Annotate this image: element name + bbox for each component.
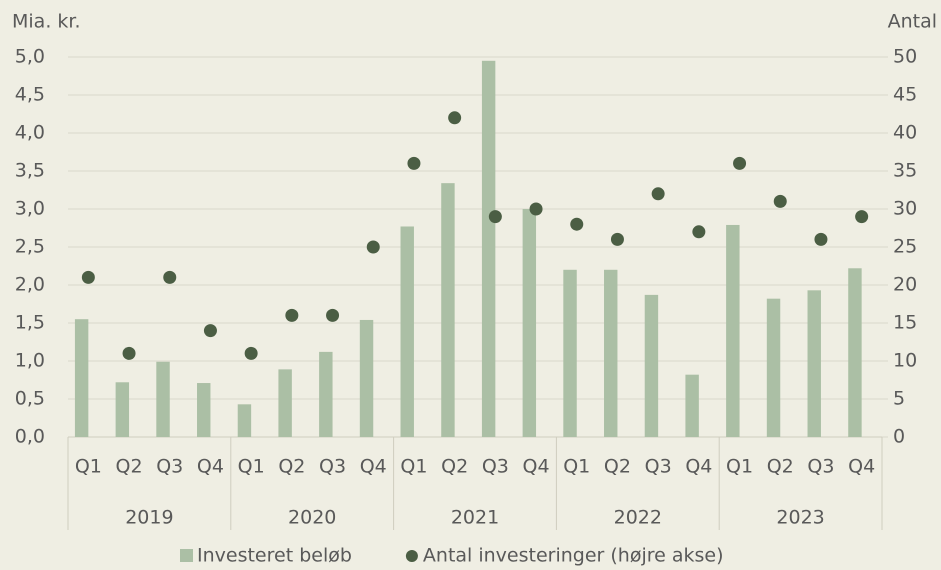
dot <box>448 111 462 125</box>
bar <box>522 209 537 437</box>
bar <box>400 226 414 437</box>
x-tick-label: Q3 <box>807 456 834 478</box>
x-tick-label: Q3 <box>319 456 346 478</box>
x-tick-label: Q4 <box>848 456 875 478</box>
bar <box>644 294 659 437</box>
bar <box>74 319 89 437</box>
bar <box>848 268 862 437</box>
dot <box>326 308 340 322</box>
dot <box>814 232 828 246</box>
y2-tick-label: 20 <box>893 274 917 296</box>
dot <box>529 202 543 216</box>
group-label: 2022 <box>614 507 662 529</box>
dot <box>855 210 869 224</box>
y-tick-label: 0,5 <box>15 388 45 410</box>
legend-label: Investeret beløb <box>197 545 352 567</box>
x-tick-label: Q1 <box>238 456 265 478</box>
bar <box>766 298 781 437</box>
dot <box>651 187 665 201</box>
y2-tick-label: 25 <box>893 236 917 258</box>
dot <box>244 346 258 360</box>
dot <box>610 232 624 246</box>
y-tick-label: 0,0 <box>15 426 45 448</box>
y-tick-label: 3,5 <box>15 160 45 182</box>
bar <box>807 290 821 437</box>
x-tick-label: Q1 <box>75 456 102 478</box>
dot <box>285 308 299 322</box>
bar <box>441 183 455 437</box>
y2-tick-label: 5 <box>893 388 905 410</box>
y2-tick-label: 40 <box>893 122 917 144</box>
y2-tick-label: 10 <box>893 350 917 372</box>
group-label: 2020 <box>288 507 336 529</box>
bar <box>278 369 292 437</box>
y-axis-title: Mia. kr. <box>12 11 81 33</box>
x-tick-label: Q4 <box>523 456 550 478</box>
bar <box>156 361 170 437</box>
group-label: 2019 <box>125 507 173 529</box>
y2-tick-label: 50 <box>893 46 917 68</box>
y2-tick-label: 15 <box>893 312 917 334</box>
y-tick-label: 1,0 <box>15 350 45 372</box>
dot <box>773 194 787 208</box>
legend-swatch <box>180 549 193 562</box>
x-tick-label: Q2 <box>767 456 794 478</box>
dot <box>407 156 421 170</box>
dot <box>366 240 380 254</box>
x-tick-label: Q1 <box>726 456 753 478</box>
group-label: 2023 <box>776 507 824 529</box>
x-tick-label: Q1 <box>563 456 590 478</box>
x-tick-label: Q4 <box>360 456 387 478</box>
y-tick-label: 1,5 <box>15 312 45 334</box>
y-tick-label: 3,0 <box>15 198 45 220</box>
y-tick-label: 2,5 <box>15 236 45 258</box>
x-tick-label: Q4 <box>685 456 712 478</box>
dot <box>163 270 177 284</box>
x-tick-label: Q2 <box>441 456 468 478</box>
dot <box>203 324 217 338</box>
bar <box>197 383 211 437</box>
bar <box>604 269 618 437</box>
y-tick-label: 4,0 <box>15 122 45 144</box>
y-tick-label: 5,0 <box>15 46 45 68</box>
legend-swatch <box>405 550 418 562</box>
x-tick-label: Q3 <box>645 456 672 478</box>
bar <box>115 382 130 437</box>
bar <box>685 374 699 437</box>
dot <box>488 210 502 224</box>
dot <box>122 346 136 360</box>
dot <box>692 225 706 239</box>
y2-tick-label: 0 <box>893 426 905 448</box>
dot <box>733 156 747 170</box>
y-tick-label: 4,5 <box>15 84 45 106</box>
legend-label: Antal investeringer (højre akse) <box>423 545 724 567</box>
x-tick-label: Q4 <box>197 456 224 478</box>
y2-tick-label: 35 <box>893 160 917 182</box>
y2-tick-label: 45 <box>893 84 917 106</box>
x-tick-label: Q2 <box>604 456 631 478</box>
bar <box>563 269 577 437</box>
dot <box>570 217 584 231</box>
x-tick-label: Q3 <box>156 456 183 478</box>
x-tick-label: Q3 <box>482 456 509 478</box>
bar <box>319 351 333 437</box>
y2-tick-label: 30 <box>893 198 917 220</box>
bar <box>726 224 740 437</box>
dot <box>81 270 95 284</box>
x-tick-label: Q2 <box>278 456 305 478</box>
y-tick-label: 2,0 <box>15 274 45 296</box>
x-tick-label: Q1 <box>400 456 427 478</box>
x-tick-label: Q2 <box>116 456 143 478</box>
bar <box>237 404 252 437</box>
bar <box>359 319 374 437</box>
group-label: 2021 <box>451 507 499 529</box>
y2-axis-title: Antal <box>888 11 937 33</box>
bar <box>481 60 496 438</box>
